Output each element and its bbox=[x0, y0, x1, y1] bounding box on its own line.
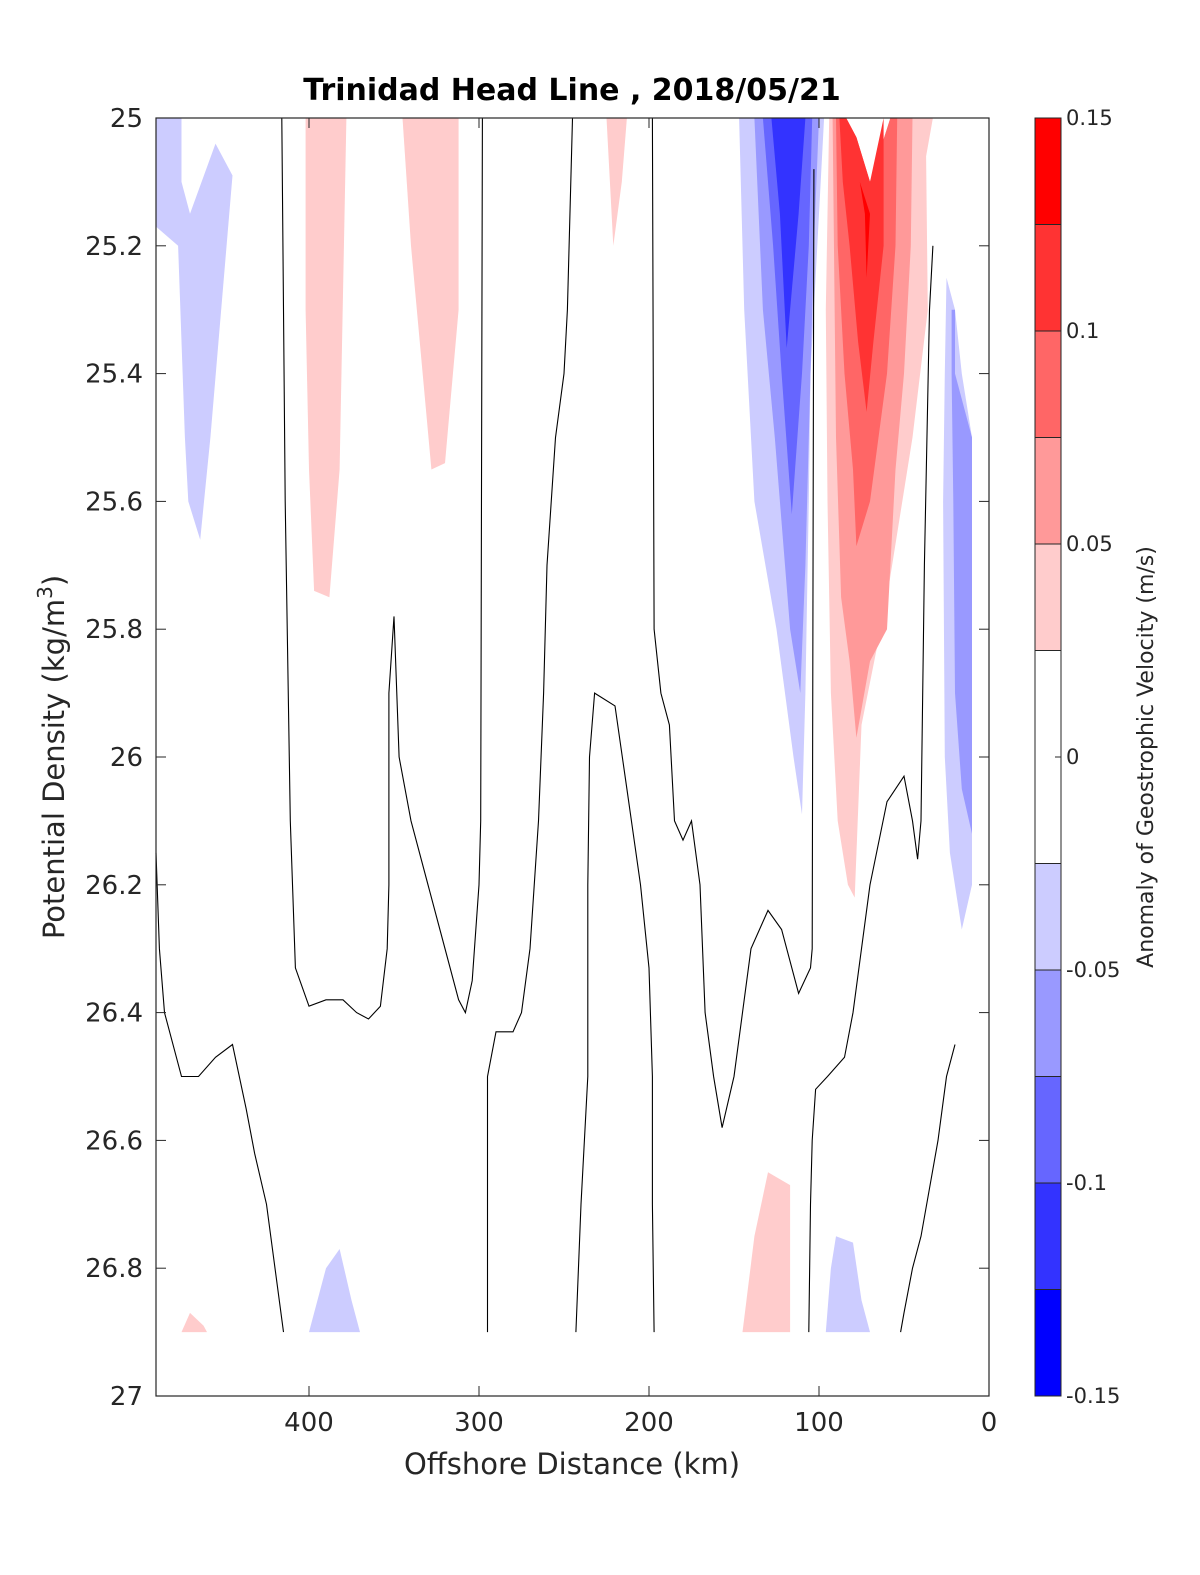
colorbar-swatch bbox=[1035, 437, 1061, 544]
colorbar-swatch bbox=[1035, 544, 1061, 651]
colorbar-swatch bbox=[1035, 331, 1061, 438]
contour-region-19 bbox=[825, 1236, 870, 1333]
y-tick-label: 25 bbox=[110, 104, 143, 134]
x-tick-label: 0 bbox=[981, 1408, 998, 1438]
colorbar-tick-label: 0 bbox=[1066, 745, 1079, 769]
y-tick-label: 26.6 bbox=[85, 1126, 143, 1156]
contour-region-12 bbox=[839, 118, 884, 412]
zero-contour-line-7 bbox=[900, 1044, 956, 1333]
y-tick-label: 27 bbox=[110, 1382, 143, 1412]
zero-contour-line-3 bbox=[486, 117, 574, 1333]
y-axis: 25 25.2 25.4 25.6 25.8 26 26.2 26.4 26.6 26.8 27 bbox=[85, 104, 989, 1412]
colorbar-swatch bbox=[1035, 118, 1061, 225]
y-tick-label: 25.4 bbox=[85, 360, 143, 390]
colorbar: 0.15 0.1 0.05 0 -0.05 -0.1 -0.15 bbox=[1034, 106, 1120, 1408]
y-axis-label: Potential Density (kg/m3) bbox=[33, 575, 71, 939]
contour-region-8 bbox=[771, 118, 806, 348]
colorbar-tick-label: -0.05 bbox=[1066, 958, 1120, 982]
y-tick-label: 26.2 bbox=[85, 871, 143, 901]
y-tick-label: 25.8 bbox=[85, 615, 143, 645]
zero-contour-line-5 bbox=[651, 117, 815, 1128]
contour-region-3 bbox=[402, 118, 459, 470]
colorbar-swatch bbox=[1035, 970, 1061, 1077]
y-tick-label: 25.2 bbox=[85, 232, 143, 262]
y-tick-label: 26 bbox=[110, 743, 143, 773]
y-tick-label: 26.4 bbox=[85, 999, 143, 1029]
contour-region-15 bbox=[951, 309, 972, 834]
x-tick-label: 300 bbox=[454, 1408, 504, 1438]
colorbar-swatch bbox=[1035, 1289, 1061, 1396]
chart-title: Trinidad Head Line , 2018/05/21 bbox=[303, 73, 840, 108]
plot-area bbox=[155, 117, 990, 1397]
y-axis-label-close: ) bbox=[37, 575, 71, 586]
colorbar-tick-label: -0.1 bbox=[1066, 1171, 1107, 1195]
colorbar-swatch bbox=[1035, 863, 1061, 970]
zero-contour-line-2 bbox=[281, 117, 483, 1020]
colorbar-tick-label: 0.05 bbox=[1066, 532, 1113, 556]
contour-region-1 bbox=[156, 118, 233, 540]
colorbar-swatch bbox=[1035, 224, 1061, 331]
contour-region-4 bbox=[606, 118, 627, 246]
contour-fill-layer bbox=[156, 118, 972, 1333]
zero-contour-layer bbox=[155, 117, 956, 1333]
x-tick-label: 100 bbox=[794, 1408, 844, 1438]
contour-region-13 bbox=[859, 181, 870, 278]
colorbar-swatch bbox=[1035, 1076, 1061, 1183]
y-tick-label: 26.8 bbox=[85, 1254, 143, 1284]
x-tick-label: 200 bbox=[624, 1408, 674, 1438]
y-tick-label: 25.6 bbox=[85, 487, 143, 517]
zero-contour-line-6 bbox=[808, 245, 934, 1333]
zero-contour-line-1 bbox=[155, 852, 285, 1333]
contour-region-2 bbox=[305, 118, 347, 598]
contour-region-18 bbox=[742, 1172, 791, 1333]
y-axis-label-text: Potential Density (kg/m bbox=[37, 599, 71, 939]
x-axis-label: Offshore Distance (km) bbox=[404, 1447, 740, 1481]
contour-region-16 bbox=[309, 1249, 360, 1333]
colorbar-label: Anomaly of Geostrophic Velocity (m/s) bbox=[1134, 546, 1159, 968]
colorbar-tick-label: 0.15 bbox=[1066, 106, 1113, 130]
x-axis: 400 300 200 100 0 bbox=[284, 118, 997, 1438]
contour-region-17 bbox=[181, 1312, 207, 1333]
x-tick-label: 400 bbox=[284, 1408, 334, 1438]
colorbar-tick-label: 0.1 bbox=[1066, 319, 1099, 343]
zero-contour-line-4 bbox=[575, 692, 655, 1333]
y-axis-label-superscript: 3 bbox=[33, 586, 57, 599]
colorbar-swatch bbox=[1035, 1183, 1061, 1290]
colorbar-tick-label: -0.15 bbox=[1066, 1384, 1120, 1408]
